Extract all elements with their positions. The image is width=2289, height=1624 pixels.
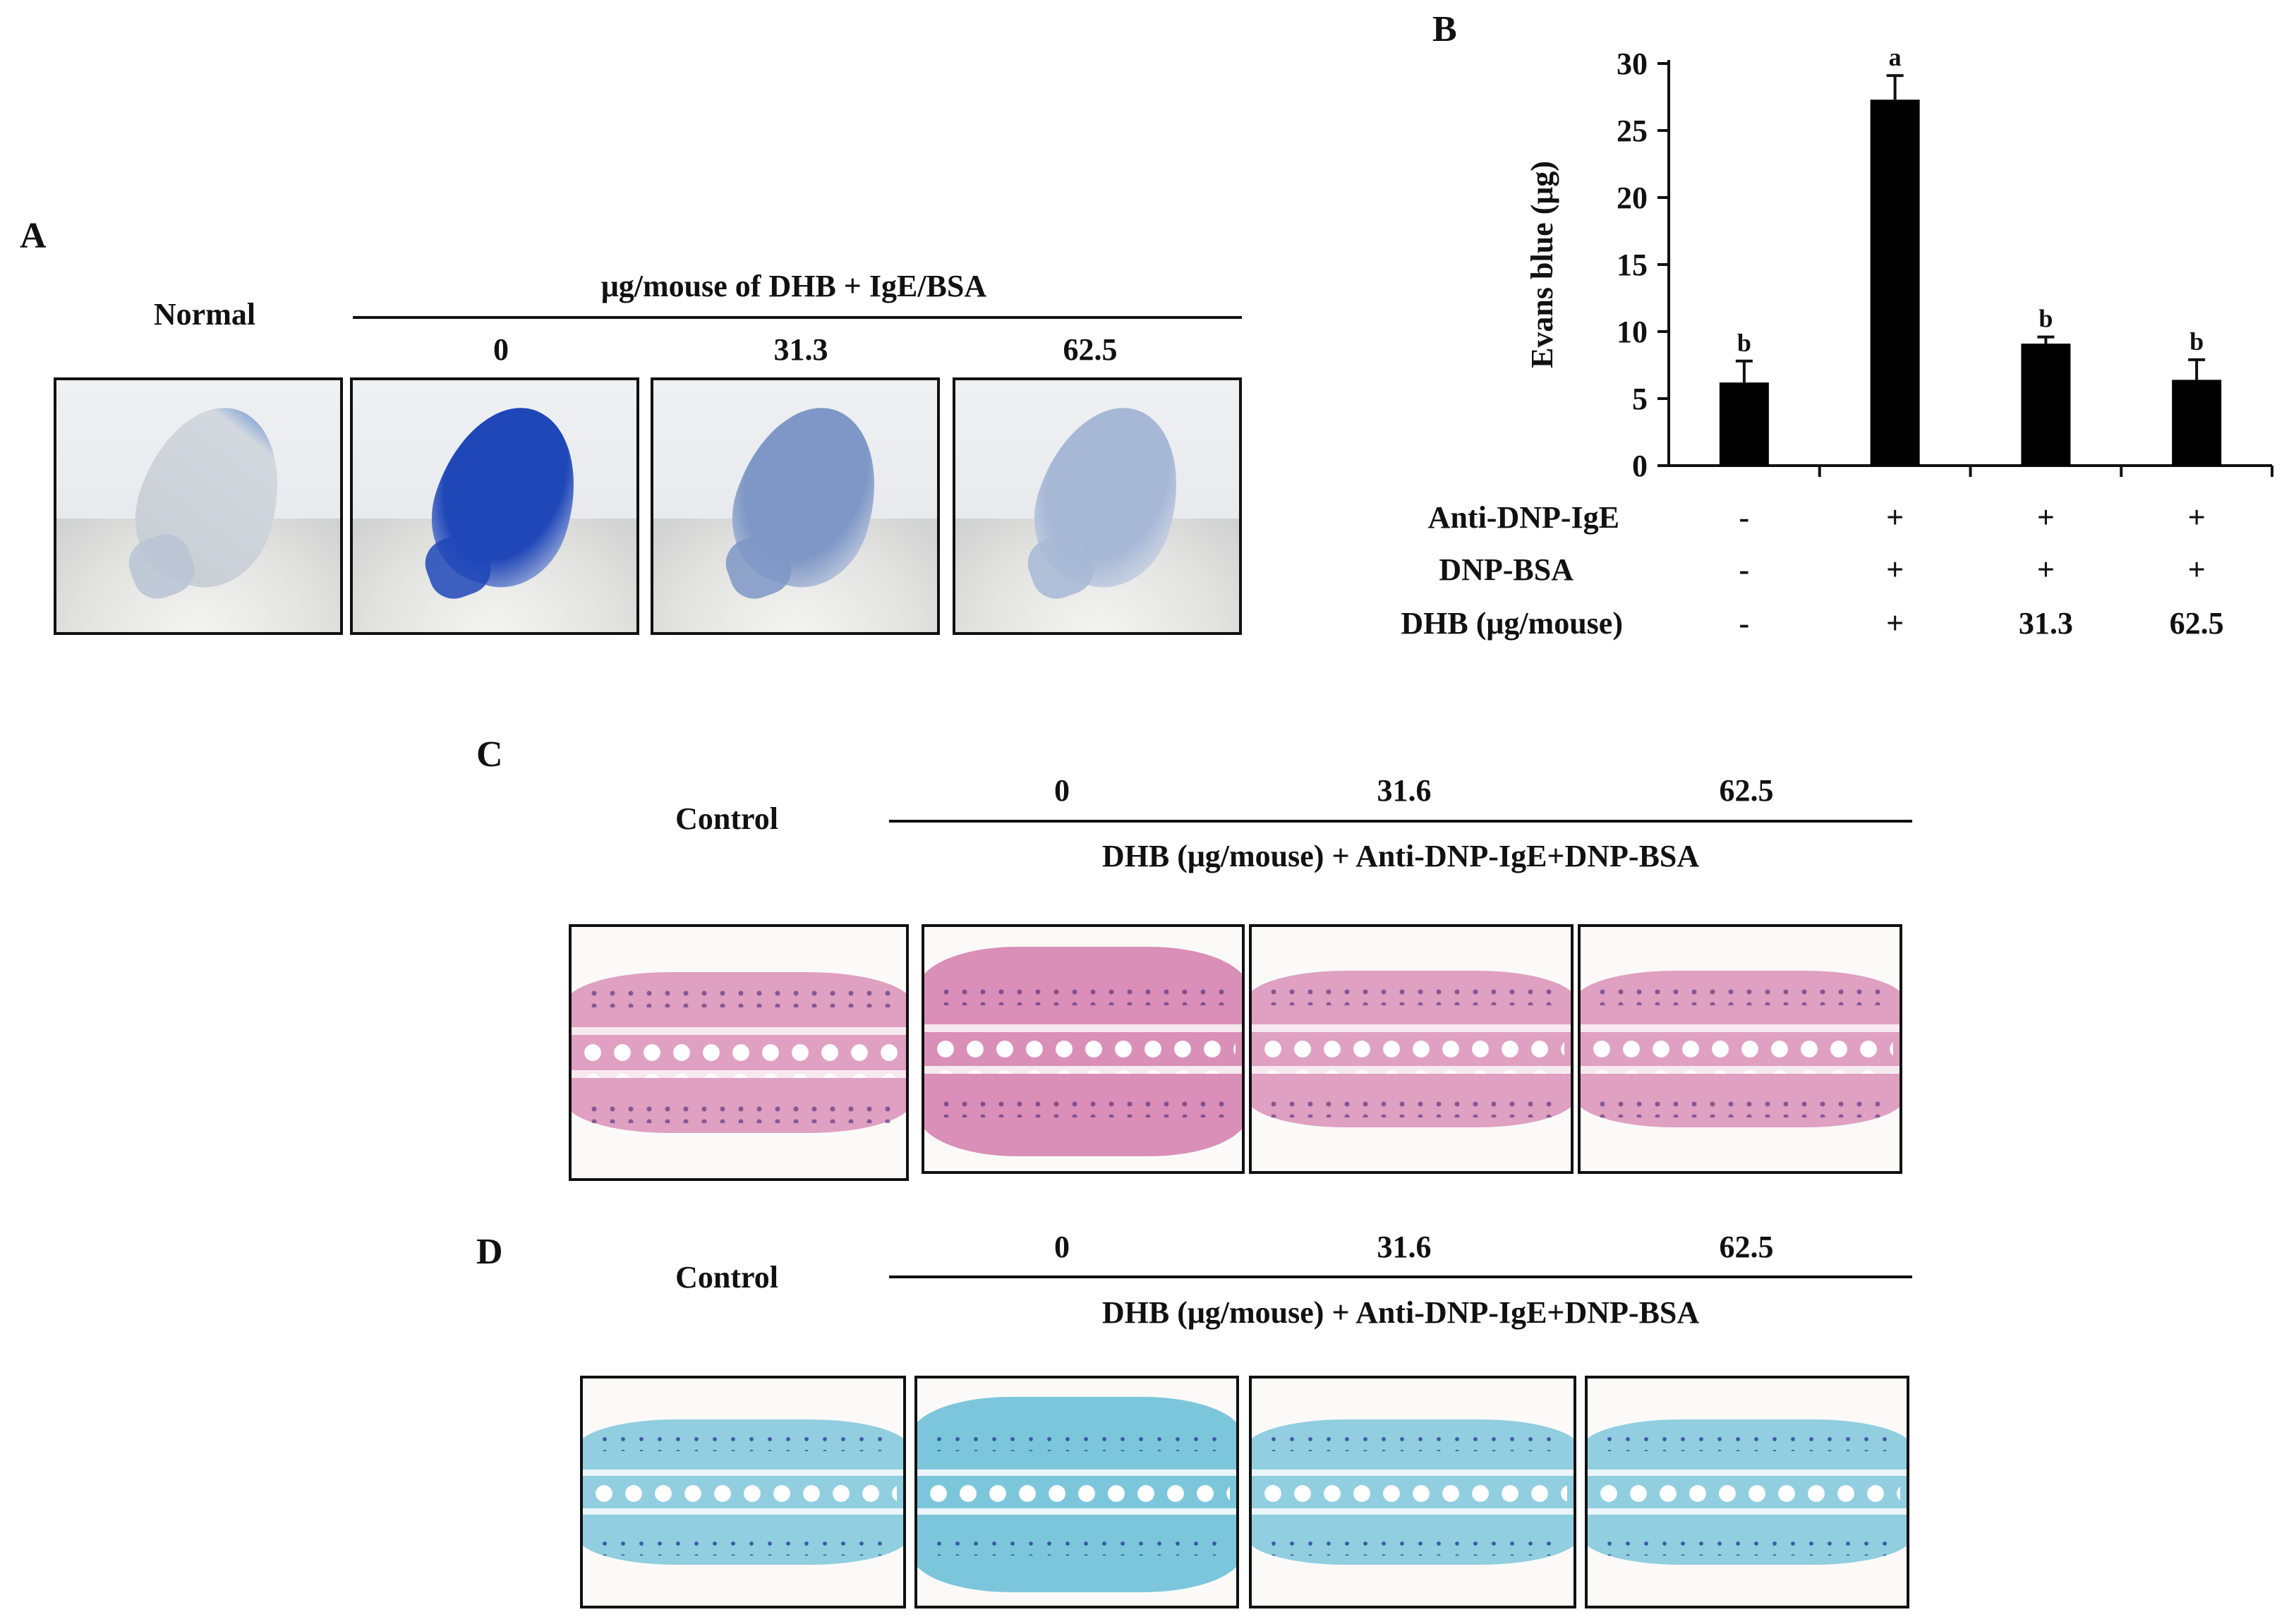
panel-a-group-label: μg/mouse of DHB + IgE/BSA — [600, 269, 987, 303]
panel-c-dose-31: 31.6 — [1377, 773, 1432, 808]
ear-photo-dose-62 — [953, 377, 1242, 635]
tb-section-control — [580, 1376, 906, 1608]
significance-label: b — [1737, 329, 1751, 357]
row-label-anti-dnp-ige: Anti-DNP-IgE — [1427, 500, 1619, 535]
y-tick-label: 5 — [1632, 382, 1648, 416]
significance-label: b — [2190, 327, 2204, 356]
y-tick-label: 0 — [1632, 449, 1648, 483]
bar — [2172, 380, 2222, 466]
tb-section-dose-62 — [1585, 1376, 1909, 1608]
ear-photo-normal — [54, 377, 343, 635]
tb-section-dose-0 — [914, 1376, 1239, 1608]
treatment-cell: + — [2187, 552, 2206, 587]
panel-d-letter: D — [476, 1232, 503, 1272]
panel-d-dose-0: 0 — [1054, 1230, 1070, 1264]
panel-d-control-label: Control — [675, 1260, 778, 1295]
he-section-dose-62 — [1578, 924, 1902, 1174]
treatment-cell: - — [1739, 606, 1750, 641]
panel-a-letter: A — [20, 216, 47, 256]
panel-a-dose-62: 62.5 — [1063, 332, 1118, 367]
y-tick-label: 20 — [1617, 181, 1648, 215]
significance-label: b — [2039, 305, 2053, 333]
panel-c-control-label: Control — [675, 801, 778, 836]
panel-c-dose-62: 62.5 — [1719, 773, 1774, 808]
panel-c-rule — [889, 820, 1912, 823]
y-tick-label: 10 — [1617, 315, 1648, 349]
treatment-cell: 62.5 — [2169, 606, 2224, 641]
row-label-dnp-bsa: DNP-BSA — [1439, 552, 1574, 587]
row-label-dhb: DHB (μg/mouse) — [1401, 606, 1623, 641]
treatment-cell: 31.3 — [2018, 606, 2073, 641]
significance-label: a — [1889, 43, 1902, 71]
panel-d-treatment-label: DHB (μg/mouse) + Anti-DNP-IgE+DNP-BSA — [1101, 1295, 1700, 1330]
tb-section-dose-31 — [1249, 1376, 1576, 1608]
bar — [1719, 382, 1769, 466]
treatment-cell: + — [1886, 606, 1904, 641]
treatment-cell: + — [1886, 552, 1904, 587]
treatment-cell: + — [2036, 500, 2055, 535]
he-section-control — [569, 924, 909, 1181]
panel-b-letter: B — [1432, 9, 1457, 49]
panel-a-normal-label: Normal — [153, 297, 256, 332]
he-section-dose-0 — [922, 924, 1245, 1174]
panel-a-dose-0: 0 — [493, 332, 509, 367]
y-axis-label: Evans blue (μg) — [1525, 161, 1559, 368]
panel-a-dose-31: 31.3 — [773, 332, 828, 367]
ear-photo-dose-31 — [651, 377, 940, 635]
panel-c-treatment-label: DHB (μg/mouse) + Anti-DNP-IgE+DNP-BSA — [1101, 839, 1700, 873]
treatment-cell: - — [1739, 500, 1750, 535]
panel-d-rule — [889, 1275, 1912, 1278]
y-tick-label: 30 — [1617, 47, 1648, 81]
treatment-cell: + — [2187, 500, 2206, 535]
bar — [1870, 99, 1920, 466]
panel-d-dose-62: 62.5 — [1719, 1230, 1774, 1264]
panel-d-dose-31: 31.6 — [1377, 1230, 1432, 1264]
treatment-cell: - — [1739, 552, 1750, 587]
panel-c-dose-0: 0 — [1054, 773, 1070, 808]
he-section-dose-31 — [1249, 924, 1574, 1174]
bar — [2021, 344, 2071, 466]
treatment-cell: + — [2036, 552, 2055, 587]
treatment-cell: + — [1886, 500, 1904, 535]
ear-photo-dose-0 — [350, 377, 639, 635]
y-tick-label: 25 — [1617, 114, 1648, 148]
panel-c-letter: C — [476, 734, 503, 775]
y-tick-label: 15 — [1617, 248, 1648, 282]
panel-a-group-rule — [353, 316, 1242, 319]
evans-blue-bar-chart: 0 5 10 15 20 25 30 Evans blue (μg) b a b b — [1525, 43, 2273, 483]
